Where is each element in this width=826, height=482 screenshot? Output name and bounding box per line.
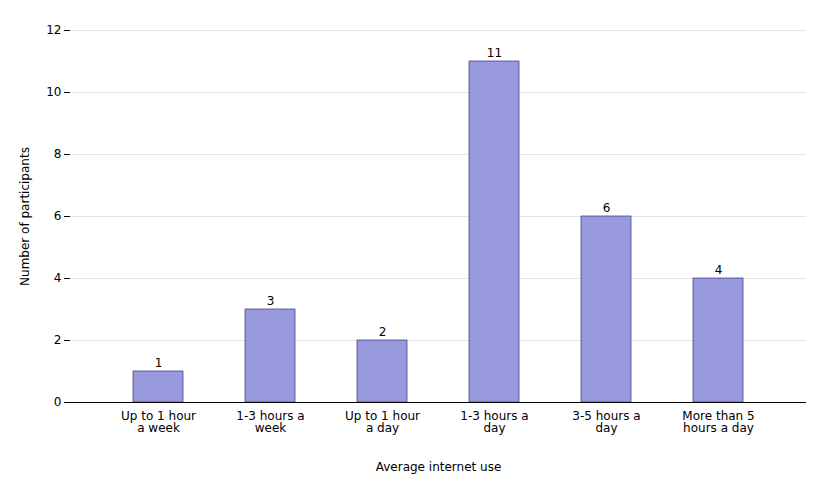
svg-text:6: 6 xyxy=(603,201,611,215)
svg-text:4: 4 xyxy=(54,271,62,285)
svg-text:6: 6 xyxy=(54,209,62,223)
svg-text:1-3 hours aday: 1-3 hours aday xyxy=(460,409,528,435)
svg-text:1-3 hours aweek: 1-3 hours aweek xyxy=(236,409,304,435)
svg-text:More than 5hours a day: More than 5hours a day xyxy=(682,409,754,435)
svg-text:3-5 hours aday: 3-5 hours aday xyxy=(572,409,640,435)
svg-text:2: 2 xyxy=(379,325,387,339)
svg-text:2: 2 xyxy=(54,333,62,347)
svg-text:8: 8 xyxy=(54,147,62,161)
svg-text:Up to 1 houra week: Up to 1 houra week xyxy=(121,409,196,435)
svg-text:12: 12 xyxy=(46,23,61,37)
svg-text:11: 11 xyxy=(487,46,502,60)
svg-text:1: 1 xyxy=(155,356,163,370)
svg-text:Up to 1 houra day: Up to 1 houra day xyxy=(345,409,420,435)
svg-text:0: 0 xyxy=(54,395,62,409)
svg-text:4: 4 xyxy=(715,263,723,277)
svg-text:Number of participants: Number of participants xyxy=(18,147,32,286)
svg-text:3: 3 xyxy=(267,294,275,308)
svg-text:10: 10 xyxy=(46,85,61,99)
svg-text:Average internet use: Average internet use xyxy=(376,460,502,474)
